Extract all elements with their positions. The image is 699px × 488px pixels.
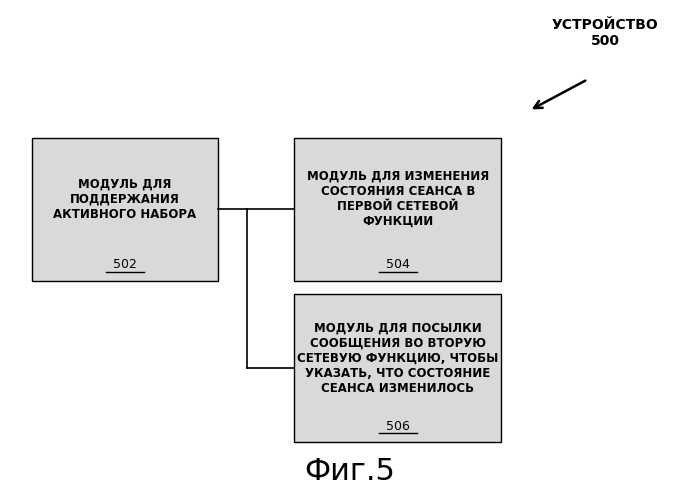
Text: 506: 506 xyxy=(386,419,410,432)
Text: 504: 504 xyxy=(386,258,410,271)
Text: МОДУЛЬ ДЛЯ
ПОДДЕРЖАНИЯ
АКТИВНОГО НАБОРА: МОДУЛЬ ДЛЯ ПОДДЕРЖАНИЯ АКТИВНОГО НАБОРА xyxy=(53,177,196,220)
Text: МОДУЛЬ ДЛЯ ИЗМЕНЕНИЯ
СОСТОЯНИЯ СЕАНСА В
ПЕРВОЙ СЕТЕВОЙ
ФУНКЦИИ: МОДУЛЬ ДЛЯ ИЗМЕНЕНИЯ СОСТОЯНИЯ СЕАНСА В … xyxy=(307,170,489,227)
FancyBboxPatch shape xyxy=(294,295,501,442)
Text: МОДУЛЬ ДЛЯ ПОСЫЛКИ
СООБЩЕНИЯ ВО ВТОРУЮ
СЕТЕВУЮ ФУНКЦИЮ, ЧТОБЫ
УКАЗАТЬ, ЧТО СОСТО: МОДУЛЬ ДЛЯ ПОСЫЛКИ СООБЩЕНИЯ ВО ВТОРУЮ С… xyxy=(297,321,498,394)
FancyBboxPatch shape xyxy=(294,138,501,281)
Text: Фиг.5: Фиг.5 xyxy=(304,456,395,485)
Text: 502: 502 xyxy=(113,258,137,271)
Text: УСТРОЙСТВО
500: УСТРОЙСТВО 500 xyxy=(552,18,658,48)
FancyBboxPatch shape xyxy=(31,138,218,281)
